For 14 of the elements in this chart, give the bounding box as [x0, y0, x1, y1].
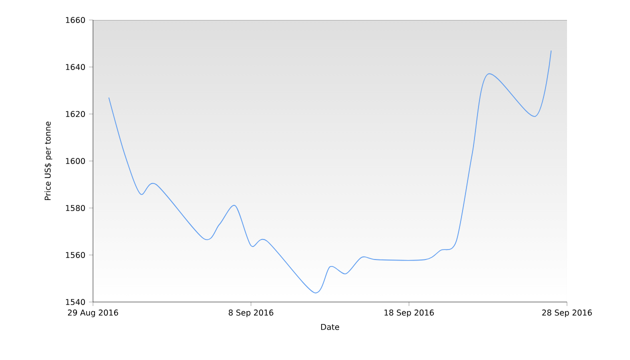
- y-axis-title: Price US$ per tonne: [44, 122, 52, 200]
- y-tick-label: 1580: [66, 204, 85, 212]
- y-tick-label: 1640: [66, 64, 85, 70]
- y-tick-label: 1560: [66, 252, 85, 258]
- x-tick-label: 28 Sep 2016: [542, 310, 592, 318]
- y-tick-label: 1660: [66, 16, 85, 24]
- x-tick-label: 29 Aug 2016: [68, 310, 118, 318]
- x-tick-label: 18 Sep 2016: [384, 310, 434, 318]
- y-tick-label: 1620: [66, 110, 85, 118]
- x-tick-label: 8 Sep 2016: [228, 310, 274, 318]
- y-tick-label: 1600: [66, 158, 85, 164]
- line-series: [108, 50, 552, 294]
- x-axis-title: Date: [321, 324, 340, 330]
- y-tick-label: 1540: [66, 298, 85, 306]
